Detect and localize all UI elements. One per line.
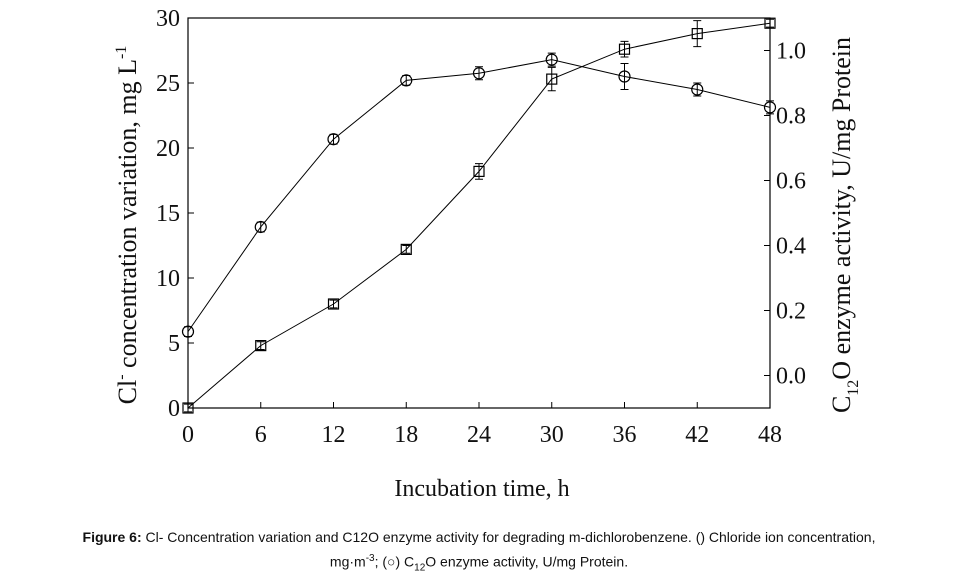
y2-tick-label: 0.8 <box>776 104 806 130</box>
error-bar <box>693 20 702 48</box>
y-tick-label: 5 <box>168 331 180 357</box>
x-tick-label: 18 <box>394 422 418 448</box>
marker <box>327 133 340 146</box>
marker <box>327 298 340 310</box>
marker <box>618 43 631 55</box>
y2-label-part: C <box>827 396 856 413</box>
marker <box>400 74 413 87</box>
y-label-sup: - <box>113 374 130 379</box>
error-bar <box>402 245 411 254</box>
y-tick-label: 20 <box>156 136 180 162</box>
marker <box>473 165 485 177</box>
caption-label: Figure 6: <box>82 529 142 545</box>
marker <box>255 340 267 352</box>
series-line <box>187 59 771 332</box>
y2-label-part: O enzyme activity, U/mg Protein <box>827 37 856 380</box>
x-tick-label: 12 <box>322 422 346 448</box>
caption-text: mg·m <box>329 553 366 570</box>
marker <box>400 243 412 255</box>
marker <box>472 67 486 80</box>
error-bar <box>475 66 483 81</box>
x-tick-label: 6 <box>255 422 267 448</box>
y-tick-label: 15 <box>156 201 180 227</box>
y2-tick-label: 1.0 <box>776 39 806 65</box>
y2-axis-label: C12O enzyme activity, U/mg Protein <box>827 37 862 413</box>
y2-label-sub: 12 <box>845 380 862 396</box>
caption-text: ; (○) C <box>374 553 415 570</box>
marker <box>691 28 703 40</box>
caption-text: O enzyme activity, U/mg Protein. <box>425 553 629 570</box>
y-tick-label: 30 <box>156 6 180 32</box>
y-axis-label: Cl- concentration variation, mg L-1 <box>113 46 142 405</box>
y-tick-label: 10 <box>156 266 180 292</box>
error-bar <box>620 63 629 90</box>
x-tick-label: 0 <box>182 422 194 448</box>
error-bar <box>184 403 192 413</box>
marker <box>618 70 631 83</box>
marker <box>763 101 777 114</box>
x-tick-label: 48 <box>758 422 782 448</box>
error-bar <box>766 100 774 115</box>
y2-tick-label: 0.4 <box>776 234 806 260</box>
y-label-part: concentration variation, mg L <box>113 59 142 375</box>
y2-tick-label: 0.0 <box>776 364 806 390</box>
x-tick-label: 24 <box>467 422 491 448</box>
marker <box>254 220 267 234</box>
caption-sub: 12 <box>414 562 426 574</box>
marker <box>181 325 195 338</box>
y-tick-label: 25 <box>156 71 180 97</box>
y2-tick-label: 0.6 <box>776 169 806 195</box>
x-tick-label: 42 <box>685 422 709 448</box>
error-bar <box>547 52 556 67</box>
x-tick-label: 36 <box>613 422 637 448</box>
caption-text: Cl- Concentration variation and C12O enz… <box>141 529 876 545</box>
x-tick-label: 30 <box>540 422 564 448</box>
x-axis-label: Incubation time, h <box>394 476 569 502</box>
y-tick-label: 0 <box>168 396 180 422</box>
marker <box>546 73 558 85</box>
error-bar <box>693 82 702 97</box>
y2-tick-label: 0.2 <box>776 299 806 325</box>
caption: Figure 6: Cl- Concentration variation an… <box>0 526 958 579</box>
marker <box>182 402 194 414</box>
marker <box>545 53 558 66</box>
caption-sup: -3 <box>365 553 375 564</box>
error-bar <box>547 66 556 92</box>
y-label-part: Cl <box>113 380 142 405</box>
marker <box>764 17 776 29</box>
series-line <box>187 22 771 409</box>
error-bar <box>256 341 265 350</box>
marker <box>691 83 704 96</box>
error-bar <box>766 18 774 28</box>
chart: Incubation time, h Cl- concentration var… <box>113 6 862 502</box>
error-bar <box>329 299 338 309</box>
y-label-sup: -1 <box>113 46 130 59</box>
